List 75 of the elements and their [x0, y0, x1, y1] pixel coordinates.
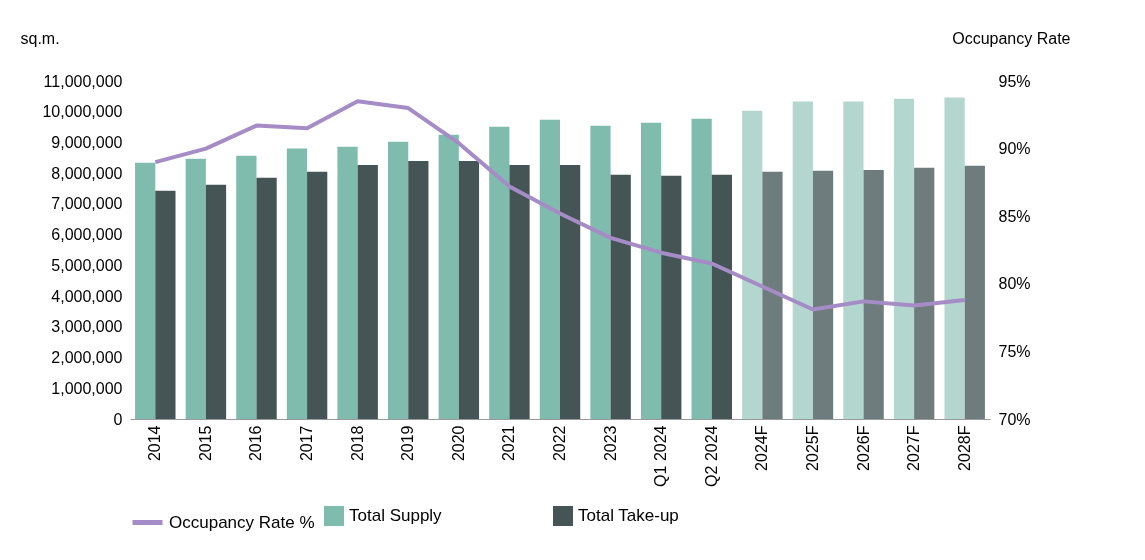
bar: [893, 98, 915, 419]
x-tick-label: Q2 2024: [702, 425, 720, 487]
bar: [357, 164, 378, 419]
x-tick-label: 2023: [601, 425, 619, 462]
legend-label: Occupancy Rate %: [169, 512, 315, 532]
y-tick-label: 9,000,000: [51, 133, 123, 151]
bar: [155, 190, 176, 419]
x-tick-label: 2020: [449, 425, 467, 462]
bar: [256, 177, 277, 419]
bar: [135, 162, 156, 419]
y2-tick-label: 90%: [998, 140, 1031, 158]
bar: [185, 158, 206, 419]
y2-tick-label: 70%: [998, 410, 1031, 428]
x-tick-label: Q1 2024: [652, 425, 670, 487]
x-tick-label: 2025F: [803, 425, 821, 471]
bar: [863, 170, 884, 419]
bar: [812, 170, 834, 419]
bar: [742, 110, 763, 419]
bar: [590, 125, 611, 419]
x-tick-label: 2026F: [854, 425, 872, 471]
bar: [944, 97, 965, 419]
legend-label: Total Take-up: [578, 506, 679, 525]
bar: [610, 174, 631, 419]
bar: [539, 119, 560, 419]
bar: [640, 122, 662, 419]
bar: [762, 171, 783, 419]
y2-tick-label: 95%: [998, 72, 1031, 90]
bar: [964, 165, 985, 419]
bar: [286, 148, 308, 419]
x-tick-label: 2018: [348, 425, 366, 462]
bar: [438, 134, 459, 419]
x-tick-label: 2014: [146, 425, 164, 462]
x-tick-label: 2021: [500, 425, 518, 462]
y2-axis-title: Occupancy Rate: [952, 29, 1071, 47]
y-tick-label: 1,000,000: [51, 379, 123, 397]
x-tick-label: 2017: [298, 425, 316, 462]
y-tick-label: 3,000,000: [51, 318, 123, 336]
y-tick-label: 2,000,000: [51, 349, 123, 367]
y-axis-title: sq.m.: [20, 29, 60, 47]
bar: [307, 171, 328, 419]
bar: [661, 175, 682, 419]
x-tick-label: 2028F: [955, 425, 973, 471]
y-tick-label: 5,000,000: [51, 256, 123, 274]
y2-tick-label: 85%: [998, 207, 1031, 225]
y2-tick-label: 75%: [998, 342, 1031, 360]
bar: [560, 164, 581, 419]
bar: [458, 160, 480, 419]
x-tick-label: 2024F: [753, 425, 771, 471]
bar: [711, 174, 732, 419]
bar: [792, 101, 813, 419]
bar: [388, 141, 409, 419]
y-tick-label: 11,000,000: [43, 72, 123, 90]
y2-tick-label: 80%: [998, 275, 1031, 293]
y-tick-label: 10,000,000: [42, 103, 123, 121]
bar: [408, 160, 429, 419]
x-tick-label: 2022: [551, 425, 568, 462]
bar: [205, 184, 227, 419]
legend-label: Total Supply: [349, 506, 443, 525]
bar: [337, 146, 358, 419]
y-tick-label: 7,000,000: [51, 195, 123, 213]
bar: [914, 167, 935, 419]
line-series: [153, 99, 967, 312]
bar: [489, 126, 510, 419]
x-tick-label: 2015: [196, 425, 214, 462]
y-tick-label: 0: [113, 410, 123, 428]
bar: [236, 155, 257, 419]
x-tick-label: 2019: [399, 425, 417, 462]
bar: [843, 101, 864, 419]
x-tick-label: 2016: [247, 425, 265, 462]
y-tick-label: 6,000,000: [51, 226, 123, 244]
y-tick-label: 8,000,000: [51, 164, 123, 182]
y-tick-label: 4,000,000: [51, 287, 123, 305]
bar: [509, 164, 530, 419]
x-tick-label: 2027F: [905, 425, 923, 471]
bar: [691, 118, 712, 419]
